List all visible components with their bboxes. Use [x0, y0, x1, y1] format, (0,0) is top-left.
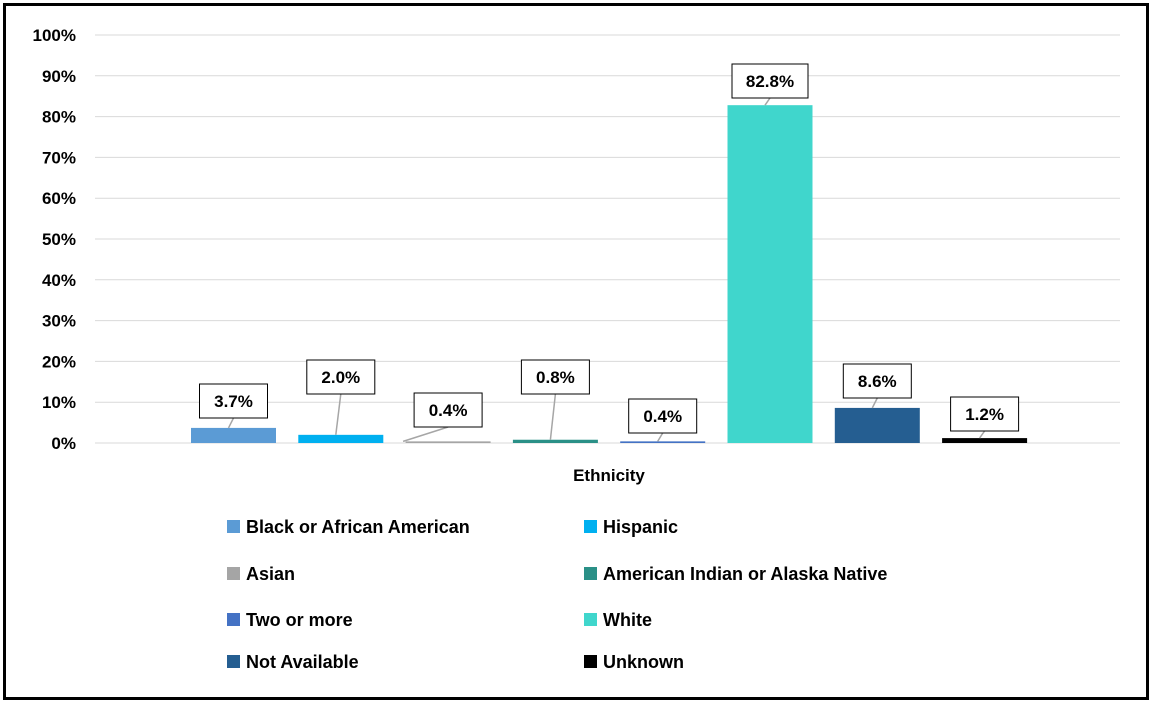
data-labels: 3.7% 2.0% 0.4% 0.8% 0.4% 82.8% 8.6% 1.2%: [199, 63, 1020, 434]
legend-swatch: [584, 613, 597, 626]
legend-swatch: [227, 567, 240, 580]
y-tick-label: 100%: [33, 26, 76, 45]
bar: [727, 105, 813, 444]
legend-label: Asian: [246, 564, 295, 584]
leader-line: [227, 417, 235, 429]
legend-label: Hispanic: [603, 517, 678, 537]
bar: [512, 439, 598, 443]
y-tick-label: 50%: [42, 230, 76, 249]
leader-line: [402, 426, 449, 443]
bar: [620, 441, 706, 443]
legend-swatch: [227, 655, 240, 668]
legend-swatch: [584, 567, 597, 580]
legend-label: Unknown: [603, 652, 684, 672]
bars: [191, 105, 1028, 444]
data-label: 82.8%: [746, 72, 794, 91]
leader-line: [871, 397, 878, 409]
y-tick-label: 40%: [42, 271, 76, 290]
legend-label: Black or African American: [246, 517, 470, 537]
leader-line: [978, 430, 986, 439]
leader-line: [764, 97, 771, 106]
label-leader-lines: [227, 97, 986, 443]
legend-swatch: [584, 520, 597, 533]
data-label-box: [842, 363, 912, 399]
legend-swatch: [227, 520, 240, 533]
legend: Black or African American Hispanic Asian Am…: [227, 517, 887, 672]
gridlines: [95, 34, 1120, 444]
legend-label: American Indian or Alaska Native: [603, 564, 887, 584]
bar: [191, 427, 276, 443]
data-label-box: [731, 63, 809, 99]
data-label: 0.8%: [536, 368, 575, 387]
legend-swatch: [584, 655, 597, 668]
legend-label: White: [603, 610, 652, 630]
y-tick-label: 80%: [42, 108, 76, 127]
leader-line: [657, 432, 664, 442]
data-label: 3.7%: [214, 392, 253, 411]
data-label: 2.0%: [321, 368, 360, 387]
data-label-box: [413, 392, 483, 428]
y-tick-label: 10%: [42, 393, 76, 412]
y-tick-label: 0%: [51, 434, 76, 453]
x-axis-title: Ethnicity: [573, 466, 645, 485]
data-label-box: [199, 383, 268, 419]
bar: [942, 438, 1028, 443]
bar: [405, 441, 491, 443]
chart-frame: [3, 3, 1149, 700]
leader-line: [335, 393, 342, 435]
data-label: 0.4%: [429, 401, 468, 420]
data-label: 8.6%: [858, 372, 897, 391]
legend-swatch: [227, 613, 240, 626]
data-label-box: [520, 359, 590, 395]
y-tick-label: 20%: [42, 352, 76, 371]
leader-line: [549, 393, 557, 440]
bar: [834, 407, 920, 443]
legend-label: Two or more: [246, 610, 353, 630]
y-tick-label: 70%: [42, 148, 76, 167]
data-label-box: [950, 396, 1020, 432]
y-axis-ticks: 0% 10% 20% 30% 40% 50% 60% 70% 80% 90% 100%: [33, 26, 76, 453]
bar: [298, 434, 384, 443]
y-tick-label: 90%: [42, 67, 76, 86]
y-tick-label: 60%: [42, 189, 76, 208]
legend-label: Not Available: [246, 652, 359, 672]
data-label-box: [628, 398, 698, 434]
data-label-box: [306, 359, 376, 395]
y-tick-label: 30%: [42, 312, 76, 331]
data-label: 1.2%: [965, 405, 1004, 424]
data-label: 0.4%: [643, 407, 682, 426]
